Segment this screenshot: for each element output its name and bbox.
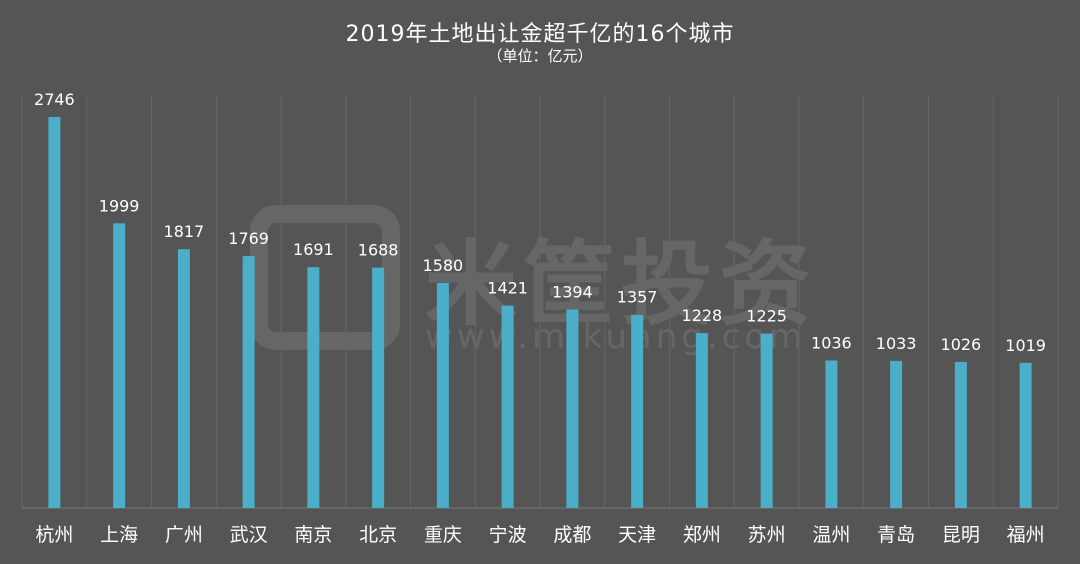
data-label: 1357: [617, 288, 658, 307]
x-tick-label: 郑州: [683, 524, 721, 546]
x-tick-label: 青岛: [877, 524, 915, 546]
data-label: 1225: [746, 307, 787, 326]
bar: [566, 309, 579, 508]
bar: [954, 361, 967, 508]
x-tick-label: 昆明: [942, 524, 980, 546]
data-label: 1036: [811, 333, 852, 352]
chart-title: 2019年土地出让金超千亿的16个城市: [345, 22, 735, 47]
chart-subtitle: （单位：亿元）: [487, 47, 593, 65]
x-tick-label: 南京: [294, 524, 332, 546]
x-tick-label: 苏州: [748, 524, 786, 546]
bar: [177, 249, 190, 508]
data-label: 1421: [487, 279, 528, 298]
data-label: 1769: [228, 229, 269, 248]
data-label: 1999: [99, 196, 140, 215]
x-tick-label: 北京: [359, 524, 397, 546]
x-tick-label: 温州: [812, 524, 850, 546]
x-tick-label: 重庆: [424, 524, 462, 546]
bar: [695, 333, 708, 508]
x-tick-label: 上海: [100, 524, 138, 546]
data-label: 1026: [941, 335, 982, 354]
data-label: 2746: [34, 90, 75, 109]
x-tick-label: 成都: [553, 524, 591, 546]
bar: [372, 267, 385, 508]
bar: [48, 116, 61, 508]
bar: [631, 314, 644, 508]
x-tick-label: 宁波: [489, 524, 527, 546]
bar: [501, 305, 514, 508]
x-tick-label: 广州: [165, 524, 203, 546]
data-label: 1394: [552, 282, 593, 301]
data-label: 1688: [358, 241, 399, 260]
data-label: 1580: [423, 256, 464, 275]
bar: [760, 333, 773, 508]
data-label: 1817: [164, 222, 205, 241]
bar: [436, 282, 449, 508]
x-tick-label: 天津: [618, 524, 656, 546]
bar: [307, 267, 320, 508]
bar: [113, 223, 126, 509]
x-tick-label: 武汉: [230, 524, 268, 546]
data-label: 1691: [293, 240, 334, 259]
data-label: 1033: [876, 334, 917, 353]
x-tick-label: 杭州: [35, 524, 73, 546]
data-label: 1019: [1005, 336, 1046, 355]
bar: [1019, 362, 1032, 508]
bar: [825, 360, 838, 508]
bar: [890, 360, 903, 508]
x-tick-label: 福州: [1007, 524, 1045, 546]
bar: [242, 256, 255, 508]
data-label: 1228: [682, 306, 723, 325]
